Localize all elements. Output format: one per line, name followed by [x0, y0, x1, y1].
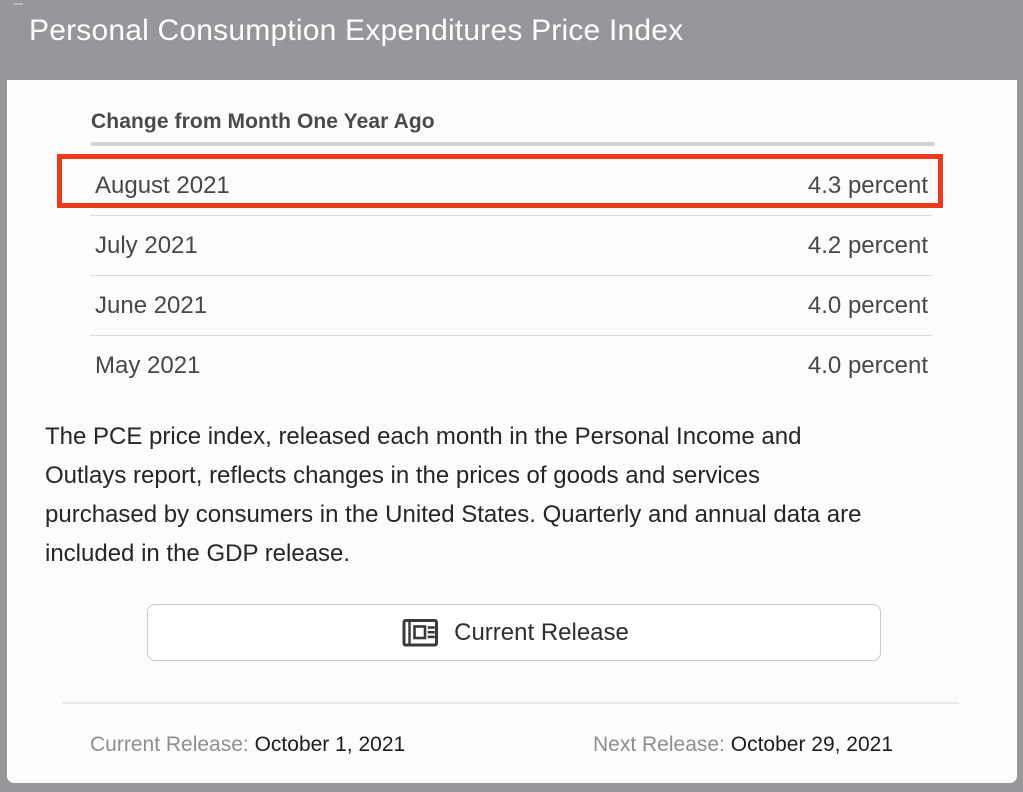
- next-release-date: Next Release: October 29, 2021: [593, 733, 893, 757]
- current-release-date: Current Release: October 1, 2021: [90, 733, 405, 757]
- row-value: 4.0 percent: [807, 291, 928, 319]
- page-title: Personal Consumption Expenditures Price …: [29, 14, 684, 47]
- description-line: The PCE price index, released each month…: [45, 423, 802, 450]
- pce-widget-card: Change from Month One Year Ago August 20…: [7, 80, 1017, 783]
- table-row-may-2021: May 2021 4.0 percent: [90, 336, 932, 396]
- row-value: 4.2 percent: [807, 231, 928, 259]
- row-value: 4.0 percent: [807, 352, 928, 379]
- current-release-button[interactable]: Current Release: [147, 604, 881, 661]
- next-release-label: Next Release:: [593, 733, 725, 756]
- description-text: The PCE price index, released each month…: [45, 417, 981, 573]
- table-row-june-2021: June 2021 4.0 percent: [90, 276, 932, 336]
- row-month: July 2021: [95, 231, 198, 259]
- row-month: June 2021: [95, 291, 208, 319]
- row-month: August 2021: [95, 171, 230, 199]
- description-line: Outlays report, reflects changes in the …: [45, 462, 761, 489]
- row-month: May 2021: [95, 352, 201, 379]
- next-release-value: October 29, 2021: [730, 733, 894, 756]
- row-value: 4.3 percent: [807, 171, 928, 199]
- table-rows: August 2021 4.3 percent July 2021 4.2 pe…: [90, 156, 932, 396]
- table-heading: Change from Month One Year Ago: [91, 110, 435, 133]
- screen-artifact: [13, 3, 23, 5]
- table-heading-rule: [91, 142, 935, 146]
- table-row-july-2021: July 2021 4.2 percent: [90, 216, 932, 276]
- table-row-august-2021: August 2021 4.3 percent: [90, 156, 932, 216]
- current-release-label: Current Release:: [90, 733, 249, 756]
- description-line: purchased by consumers in the United Sta…: [45, 501, 862, 528]
- current-release-value: October 1, 2021: [254, 733, 406, 756]
- current-release-button-label: Current Release: [454, 618, 629, 646]
- newspaper-icon: [399, 615, 441, 651]
- footer-divider: [62, 702, 959, 704]
- description-line: included in the GDP release.: [45, 540, 351, 567]
